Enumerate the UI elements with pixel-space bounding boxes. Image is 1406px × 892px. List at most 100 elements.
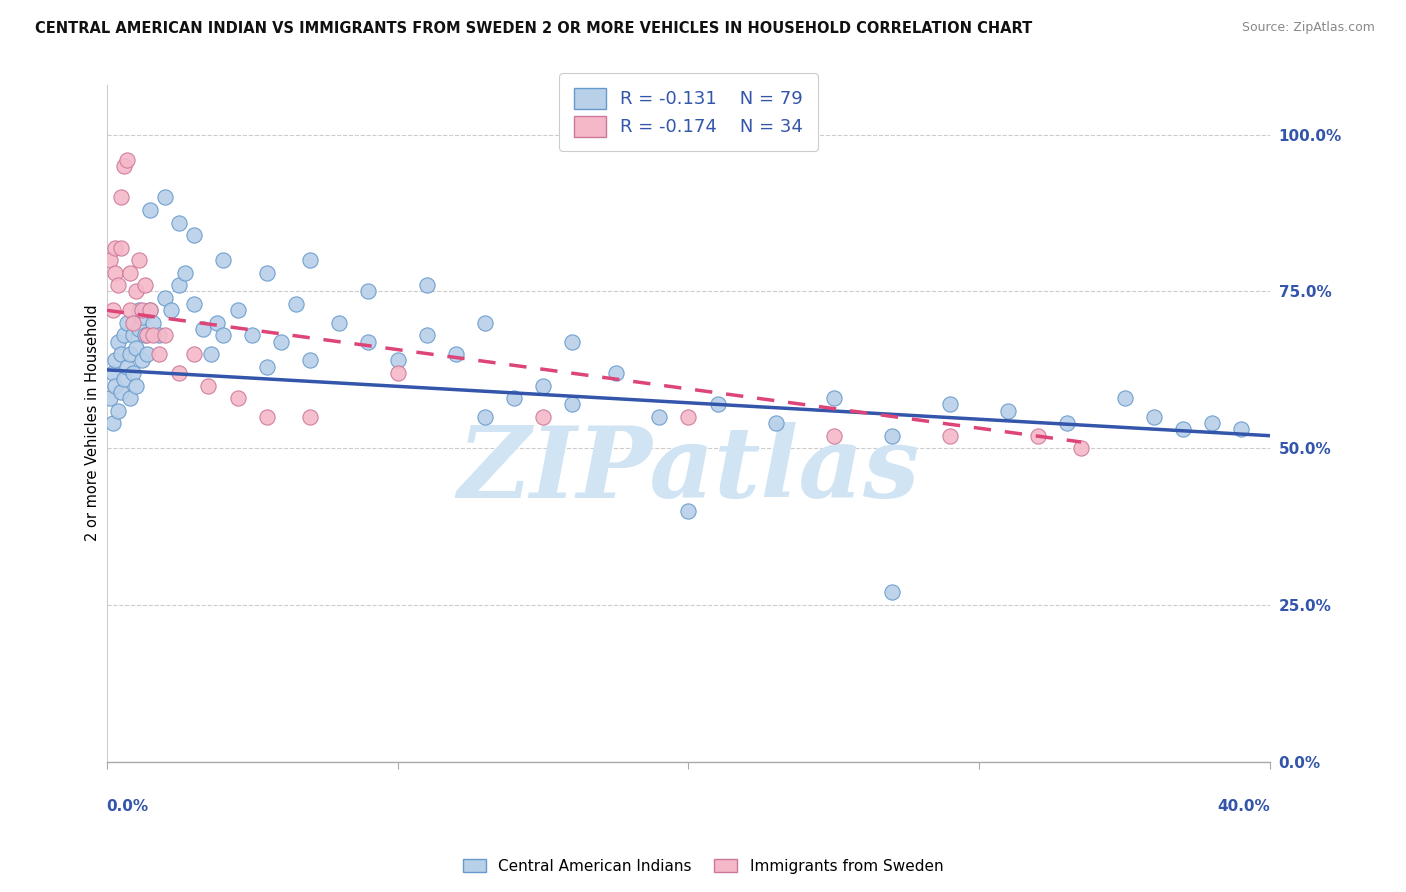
Point — [134, 328, 156, 343]
Point — [112, 159, 135, 173]
Point — [118, 391, 141, 405]
Point — [357, 334, 380, 349]
Point — [118, 266, 141, 280]
Point — [142, 328, 165, 343]
Point — [939, 428, 962, 442]
Point — [174, 266, 197, 280]
Point — [880, 428, 903, 442]
Point — [104, 241, 127, 255]
Point — [183, 347, 205, 361]
Point — [200, 347, 222, 361]
Point — [328, 316, 350, 330]
Point — [169, 215, 191, 229]
Point — [678, 504, 700, 518]
Point — [142, 316, 165, 330]
Point — [226, 303, 249, 318]
Point — [1171, 422, 1194, 436]
Point — [159, 303, 181, 318]
Point — [115, 359, 138, 374]
Point — [107, 403, 129, 417]
Point — [880, 585, 903, 599]
Point — [503, 391, 526, 405]
Point — [110, 347, 132, 361]
Point — [212, 253, 235, 268]
Point — [136, 347, 159, 361]
Point — [110, 384, 132, 399]
Point — [115, 316, 138, 330]
Point — [110, 241, 132, 255]
Point — [299, 353, 322, 368]
Point — [115, 153, 138, 167]
Point — [939, 397, 962, 411]
Point — [101, 416, 124, 430]
Point — [191, 322, 214, 336]
Text: CENTRAL AMERICAN INDIAN VS IMMIGRANTS FROM SWEDEN 2 OR MORE VEHICLES IN HOUSEHOL: CENTRAL AMERICAN INDIAN VS IMMIGRANTS FR… — [35, 21, 1032, 36]
Point — [128, 253, 150, 268]
Point — [1026, 428, 1049, 442]
Point — [648, 409, 671, 424]
Point — [125, 341, 148, 355]
Point — [415, 328, 437, 343]
Point — [678, 409, 700, 424]
Text: 40.0%: 40.0% — [1218, 799, 1270, 814]
Point — [270, 334, 292, 349]
Point — [136, 328, 159, 343]
Point — [122, 316, 145, 330]
Point — [148, 328, 170, 343]
Point — [104, 378, 127, 392]
Point — [226, 391, 249, 405]
Point — [823, 391, 845, 405]
Point — [823, 428, 845, 442]
Point — [531, 378, 554, 392]
Point — [169, 366, 191, 380]
Legend: Central American Indians, Immigrants from Sweden: Central American Indians, Immigrants fro… — [457, 853, 949, 880]
Point — [122, 366, 145, 380]
Point — [1143, 409, 1166, 424]
Point — [125, 378, 148, 392]
Text: ZIPatlas: ZIPatlas — [457, 422, 920, 519]
Point — [131, 303, 153, 318]
Point — [148, 347, 170, 361]
Point — [98, 391, 121, 405]
Text: Source: ZipAtlas.com: Source: ZipAtlas.com — [1241, 21, 1375, 34]
Point — [139, 303, 162, 318]
Point — [605, 366, 627, 380]
Point — [107, 278, 129, 293]
Point — [112, 328, 135, 343]
Point — [212, 328, 235, 343]
Point — [256, 359, 278, 374]
Point — [153, 291, 176, 305]
Text: 0.0%: 0.0% — [107, 799, 149, 814]
Point — [1201, 416, 1223, 430]
Point — [110, 190, 132, 204]
Point — [299, 253, 322, 268]
Point — [112, 372, 135, 386]
Point — [183, 297, 205, 311]
Point — [531, 409, 554, 424]
Point — [169, 278, 191, 293]
Point — [128, 303, 150, 318]
Point — [1070, 442, 1092, 456]
Point — [474, 409, 496, 424]
Point — [1114, 391, 1136, 405]
Point — [183, 228, 205, 243]
Point — [561, 334, 583, 349]
Point — [122, 328, 145, 343]
Point — [107, 334, 129, 349]
Point — [706, 397, 728, 411]
Point — [256, 266, 278, 280]
Point — [118, 303, 141, 318]
Point — [387, 366, 409, 380]
Point — [98, 253, 121, 268]
Point — [1056, 416, 1078, 430]
Point — [765, 416, 787, 430]
Point — [561, 397, 583, 411]
Point — [357, 285, 380, 299]
Point — [299, 409, 322, 424]
Point — [134, 278, 156, 293]
Point — [284, 297, 307, 311]
Point — [205, 316, 228, 330]
Point — [131, 310, 153, 324]
Point — [139, 202, 162, 217]
Point — [256, 409, 278, 424]
